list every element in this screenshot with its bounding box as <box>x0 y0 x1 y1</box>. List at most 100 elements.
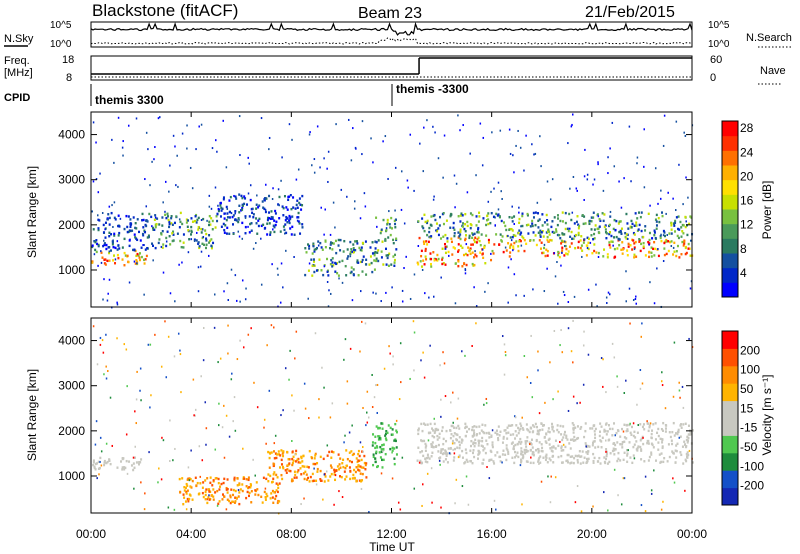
velocity-colorbar-tick: 100 <box>740 363 760 377</box>
velocity-cell <box>663 456 666 460</box>
power-cell <box>680 226 683 229</box>
power-cell <box>391 227 394 230</box>
power-cell <box>477 226 480 230</box>
velocity-cell <box>225 486 228 490</box>
velocity-cell <box>622 458 625 462</box>
x-tick-label: 16:00 <box>477 527 507 541</box>
velocity-cell <box>199 482 202 485</box>
cpid-segment-1: themis 3300 <box>95 93 164 107</box>
power-cell <box>477 236 480 239</box>
velocity-cell <box>664 423 667 427</box>
velocity-cell <box>634 436 637 439</box>
noise-right-tick-bottom: 10^0 <box>708 39 730 50</box>
velocity-cell <box>237 495 240 498</box>
velocity-cell <box>93 465 96 468</box>
velocity-cell <box>609 452 612 455</box>
velocity-cell <box>527 429 530 432</box>
power-cell <box>97 191 100 194</box>
power-cell <box>670 222 673 225</box>
power-cell <box>139 239 142 242</box>
velocity-cell <box>135 422 138 425</box>
velocity-cell <box>580 455 583 458</box>
velocity-cell <box>352 473 355 477</box>
velocity-cell <box>488 436 491 439</box>
power-cell <box>611 240 614 244</box>
velocity-cell <box>186 478 189 481</box>
velocity-cell <box>439 463 441 466</box>
velocity-cell <box>319 478 322 481</box>
power-cell <box>438 224 441 227</box>
velocity-cell <box>314 332 317 335</box>
power-cell <box>337 238 340 242</box>
velocity-cell <box>545 453 548 456</box>
power-cell <box>317 244 320 247</box>
power-cell <box>391 286 393 289</box>
velocity-cell <box>421 450 424 453</box>
power-cell <box>546 238 549 242</box>
velocity-cell <box>501 335 504 338</box>
velocity-cell <box>341 496 344 499</box>
velocity-cell <box>674 449 677 452</box>
velocity-cell <box>464 426 467 430</box>
velocity-cell <box>556 428 559 432</box>
velocity-cell <box>363 461 366 465</box>
power-cell <box>147 148 149 151</box>
velocity-cell <box>395 453 398 456</box>
power-cell <box>387 236 390 239</box>
power-cell <box>642 245 645 248</box>
velocity-cell <box>380 448 383 451</box>
power-cell <box>519 239 522 243</box>
power-cell <box>108 259 111 262</box>
power-cell <box>425 258 428 261</box>
power-cell <box>667 191 669 194</box>
power-cell <box>257 206 260 209</box>
power-cell <box>546 235 549 239</box>
velocity-cell <box>598 456 601 460</box>
velocity-cell <box>605 391 607 394</box>
velocity-cell <box>138 463 141 466</box>
power-cell <box>557 250 560 254</box>
freq-panel-frame <box>90 55 693 81</box>
power-cell <box>564 211 567 215</box>
velocity-cell <box>621 443 624 446</box>
colorbar-swatch <box>722 135 738 151</box>
velocity-cell <box>540 422 543 425</box>
velocity-cell <box>94 462 97 466</box>
power-cell <box>219 215 222 218</box>
y-tick-label: 3000 <box>58 173 85 187</box>
power-cell <box>312 258 315 261</box>
power-cell <box>113 254 116 257</box>
power-cell <box>210 246 213 250</box>
power-cell <box>372 161 374 164</box>
power-cell <box>650 255 653 258</box>
velocity-cell <box>465 475 468 478</box>
power-cell <box>440 237 443 240</box>
power-cell <box>174 145 176 148</box>
power-cell <box>386 218 389 222</box>
power-cell <box>301 223 304 226</box>
power-cell <box>262 223 265 227</box>
velocity-colorbar-tick: 15 <box>740 401 754 415</box>
velocity-cell <box>487 431 490 435</box>
velocity-cell <box>514 416 517 419</box>
velocity-cell <box>179 491 182 494</box>
x-axis-label: Time UT <box>369 540 415 554</box>
velocity-cell <box>481 436 484 440</box>
power-cell <box>636 162 638 165</box>
power-cell <box>273 230 276 234</box>
velocity-cell <box>189 478 192 481</box>
velocity-cell <box>366 390 369 393</box>
power-cell <box>284 223 287 226</box>
velocity-cell <box>541 424 544 427</box>
velocity-cell <box>605 452 608 456</box>
power-cell <box>208 241 211 244</box>
velocity-cell <box>606 462 609 465</box>
power-cell <box>373 254 376 257</box>
velocity-cell <box>482 458 485 462</box>
power-cell <box>205 246 208 250</box>
power-cell <box>505 249 508 252</box>
noise-sky-line <box>90 21 693 36</box>
velocity-cell <box>446 461 449 464</box>
power-cell <box>226 207 229 210</box>
power-cell <box>608 293 611 296</box>
